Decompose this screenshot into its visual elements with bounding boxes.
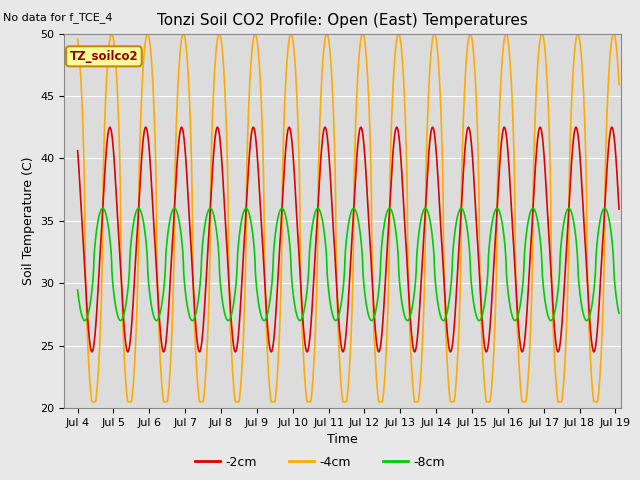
Legend: -2cm, -4cm, -8cm: -2cm, -4cm, -8cm	[189, 451, 451, 474]
X-axis label: Time: Time	[327, 433, 358, 446]
Text: TZ_soilco2: TZ_soilco2	[70, 50, 138, 63]
Y-axis label: Soil Temperature (C): Soil Temperature (C)	[22, 156, 35, 285]
Title: Tonzi Soil CO2 Profile: Open (East) Temperatures: Tonzi Soil CO2 Profile: Open (East) Temp…	[157, 13, 528, 28]
Text: No data for f_TCE_4: No data for f_TCE_4	[3, 12, 113, 23]
